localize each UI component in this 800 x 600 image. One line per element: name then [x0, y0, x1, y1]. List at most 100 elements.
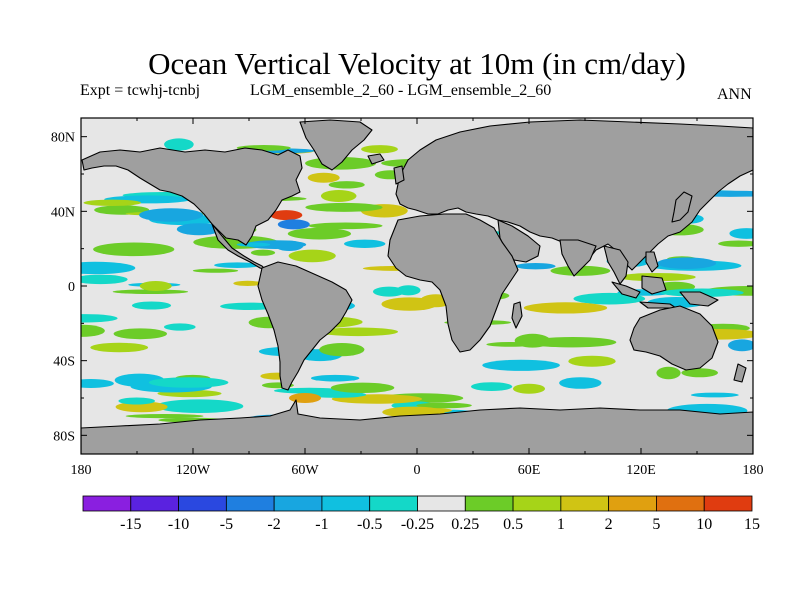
velocity-patch: [112, 289, 189, 295]
velocity-patch: [319, 343, 365, 357]
velocity-patch: [131, 301, 172, 310]
velocity-patch: [81, 274, 128, 285]
land-antarctica: [81, 399, 753, 454]
colorbar-label: -0.25: [401, 516, 434, 533]
velocity-region: [307, 172, 340, 183]
velocity-patch: [287, 227, 351, 240]
velocity-patch: [318, 327, 399, 337]
colorbar-label: -10: [168, 516, 189, 533]
land-south-america: [257, 261, 353, 391]
land-madagascar: [511, 301, 523, 329]
velocity-patch: [148, 377, 229, 388]
land-british-isles: [393, 165, 405, 185]
velocity-region: [277, 219, 310, 230]
land-iceland: [367, 153, 385, 165]
velocity-patch: [330, 382, 395, 393]
velocity-patch: [328, 181, 365, 189]
velocity-patch: [125, 414, 204, 419]
velocity-patch: [90, 342, 149, 353]
velocity-region: [373, 286, 405, 297]
colorbar-swatch: [512, 495, 562, 512]
velocity-patch: [718, 240, 753, 247]
velocity-patch: [236, 242, 271, 247]
velocity-patch: [559, 377, 602, 389]
colorbar-swatch: [321, 495, 371, 512]
land-india: [559, 239, 597, 277]
velocity-patch: [690, 392, 739, 398]
velocity-patch: [83, 199, 142, 206]
velocity-region: [139, 281, 172, 291]
y-tick-label: 80N: [51, 131, 75, 146]
velocity-patch: [233, 280, 262, 286]
colorbar-label: -2: [267, 516, 280, 533]
colorbar-swatch: [417, 495, 466, 512]
colorbar-label: 2: [605, 516, 613, 533]
velocity-patch: [681, 368, 718, 378]
land-africa: [387, 213, 519, 353]
colorbar-swatch: [703, 495, 753, 512]
land-se-asia: [603, 245, 629, 285]
velocity-patch: [118, 397, 155, 405]
land-japan: [671, 191, 693, 223]
y-tick-label: 40N: [51, 205, 75, 220]
velocity-patch: [164, 323, 196, 331]
colorbar-swatch: [225, 495, 275, 512]
velocity-patch: [523, 302, 608, 314]
velocity-patch: [522, 338, 614, 348]
velocity-patch: [311, 374, 360, 382]
velocity-patch: [550, 265, 611, 276]
colorbar-label: -0.5: [357, 516, 382, 533]
velocity-patch: [361, 145, 398, 154]
velocity-patch: [381, 297, 438, 311]
colorbar-label: 1: [557, 516, 565, 533]
velocity-patch: [81, 324, 105, 337]
land-layer: [81, 119, 753, 454]
velocity-patch: [93, 242, 175, 257]
velocity-patch: [568, 355, 616, 367]
chart-subtitle: LGM_ensemble_2_60 - LGM_ensemble_2_60: [250, 82, 552, 99]
y-tick-label: 80S: [53, 429, 75, 444]
velocity-patch: [482, 359, 560, 371]
colorbar-swatch: [178, 495, 227, 512]
velocity-region: [513, 383, 545, 394]
velocity-patch: [344, 239, 386, 248]
land-new-guinea: [679, 291, 719, 307]
velocity-patch: [729, 228, 753, 239]
velocity-patch: [176, 223, 221, 236]
velocity-patch: [657, 257, 717, 270]
velocity-patch: [250, 249, 276, 256]
colorbar-label: 0.25: [451, 516, 479, 533]
x-tick-label: 0: [414, 463, 421, 478]
colorbar-swatch: [560, 495, 610, 512]
colorbar-label: 15: [744, 516, 760, 533]
velocity-patch: [486, 342, 535, 347]
colorbar-label: -5: [220, 516, 233, 533]
x-tick-label: 60E: [518, 463, 541, 478]
colorbar-label: -1: [315, 516, 328, 533]
velocity-patch: [192, 268, 239, 273]
velocity-patch: [305, 202, 383, 212]
land-north-america: [81, 147, 303, 246]
y-tick-label: 0: [68, 280, 75, 295]
velocity-patch: [515, 263, 556, 270]
colorbar-swatch: [464, 495, 514, 512]
colorbar-label: 10: [696, 516, 712, 533]
x-tick-label: 60W: [291, 463, 319, 478]
velocity-patch: [471, 382, 513, 391]
velocity-patch: [155, 399, 244, 414]
x-tick-label: 180: [71, 463, 92, 478]
land-new-zealand: [733, 363, 747, 383]
velocity-patch: [416, 402, 472, 409]
chart-title: Ocean Vertical Velocity at 10m (in cm/da…: [148, 46, 686, 81]
experiment-label: Expt = tcwhj-tcnbj: [80, 82, 201, 99]
velocity-patch: [274, 387, 345, 394]
land-philippines: [645, 251, 659, 273]
velocity-patch: [728, 339, 753, 352]
colorbar-swatch: [656, 495, 705, 512]
velocity-region: [289, 393, 321, 403]
velocity-patch: [139, 208, 204, 222]
x-tick-label: 180: [743, 463, 764, 478]
velocity-patch: [656, 366, 681, 380]
velocity-patch: [214, 262, 261, 269]
colorbar-swatch: [608, 495, 657, 512]
